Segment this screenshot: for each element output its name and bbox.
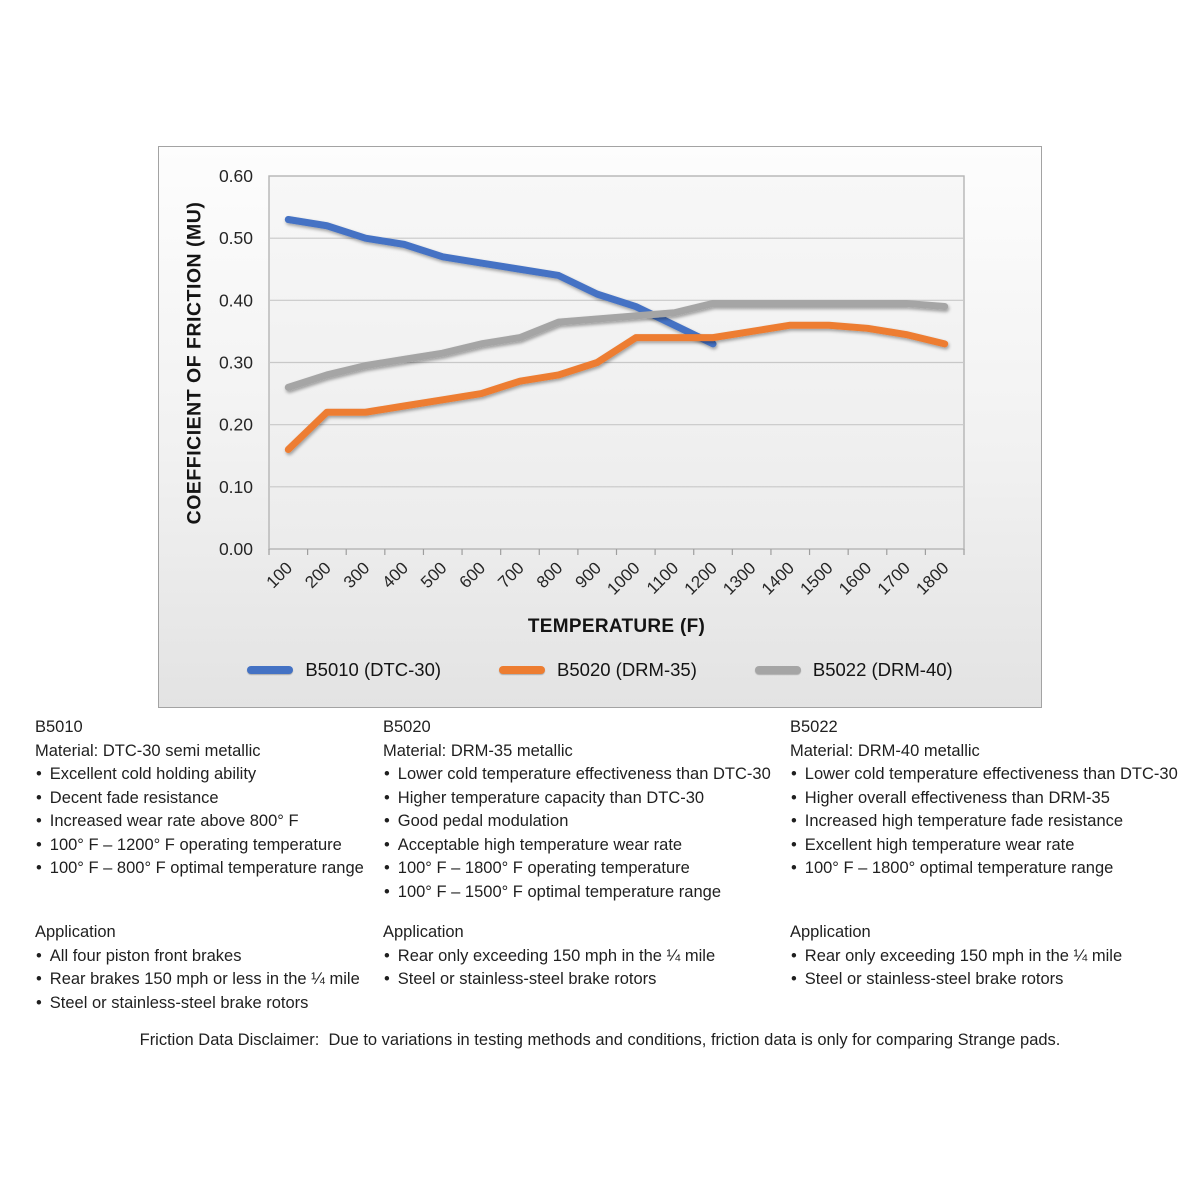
series-line-b5022: [284, 299, 949, 391]
x-tick-label: 300: [340, 558, 373, 591]
friction-data-disclaimer: Friction Data Disclaimer: Due to variati…: [139, 1031, 1061, 1049]
application-item: Rear brakes 150 mph or less in the ¼ mil…: [35, 968, 380, 992]
y-tick-label: 0.20: [219, 415, 253, 435]
feature-item: Lower cold temperature effectiveness tha…: [383, 763, 785, 787]
application-item: All four piston front brakes: [35, 945, 380, 969]
pad-feature-list: Lower cold temperature effectiveness tha…: [790, 763, 1196, 921]
x-tick-label: 1400: [758, 558, 798, 598]
pad-application-list: Rear only exceeding 150 mph in the ¼ mil…: [790, 945, 1196, 992]
feature-item: Increased high temperature fade resistan…: [790, 810, 1196, 834]
feature-item: 100° F – 1200° F operating temperature: [35, 834, 380, 858]
application-title: Application: [383, 923, 464, 941]
y-tick-label: 0.60: [219, 166, 253, 186]
legend-label: B5022 (DRM-40): [812, 659, 953, 680]
feature-item: 100° F – 800° F optimal temperature rang…: [35, 857, 380, 881]
legend-line-swatch: [754, 666, 801, 674]
x-tick-label: 1800: [912, 558, 952, 598]
pad-id: B5022: [790, 718, 838, 736]
legend-label: B5010 (DTC-30): [305, 659, 442, 680]
x-tick-label: 200: [301, 558, 334, 591]
x-tick-label: 500: [417, 558, 450, 591]
pad-id: B5020: [383, 718, 431, 736]
application-item: Steel or stainless-steel brake rotors: [35, 992, 380, 1016]
pad-material: Material: DRM-40 metallic: [790, 741, 980, 760]
feature-item: Higher temperature capacity than DTC-30: [383, 787, 785, 811]
x-tick-label: 1500: [797, 558, 837, 598]
series-line-b5010: [284, 216, 717, 348]
x-axis-title: TEMPERATURE (F): [527, 616, 706, 637]
pad-spec-column: B5020 Material: DRM-35 metallic Lower co…: [383, 716, 785, 992]
pad-spec-column: B5022 Material: DRM-40 metallic Lower co…: [790, 716, 1196, 992]
feature-item: Lower cold temperature effectiveness tha…: [790, 763, 1196, 787]
application-item: Steel or stainless-steel brake rotors: [383, 968, 785, 992]
pad-id: B5010: [35, 718, 83, 736]
feature-item: Higher overall effectiveness than DRM-35: [790, 787, 1196, 811]
series-line-b5020: [284, 321, 949, 454]
pad-spec-column: B5010 Material: DTC-30 semi metallic Exc…: [35, 716, 380, 1015]
feature-item: Good pedal modulation: [383, 810, 785, 834]
x-tick-label: 1100: [643, 558, 682, 597]
pad-material: Material: DRM-35 metallic: [383, 741, 573, 760]
line-chart-canvas: 0.60 0.50 0.40 0.30 0.20 0.10 0.00 100 200 300 400…: [219, 166, 965, 599]
legend-label: B5020 (DRM-35): [557, 659, 697, 680]
x-tick-label: 400: [378, 558, 411, 591]
pad-feature-list: Excellent cold holding abilityDecent fad…: [35, 763, 380, 921]
x-tick-label: 700: [494, 558, 527, 591]
legend-item: B5010 (DTC-30): [247, 659, 441, 681]
pad-application-list: Rear only exceeding 150 mph in the ¼ mil…: [383, 945, 785, 992]
application-title: Application: [35, 923, 116, 941]
application-item: Rear only exceeding 150 mph in the ¼ mil…: [790, 945, 1196, 969]
legend-line-swatch: [247, 666, 294, 674]
application-item: Steel or stainless-steel brake rotors: [790, 968, 1196, 992]
x-tick-label: 1300: [719, 558, 759, 598]
feature-item: Decent fade resistance: [35, 787, 380, 811]
x-tick-label: 1000: [603, 558, 643, 598]
x-tick-label: 800: [533, 558, 566, 591]
feature-item: 100° F – 1800° F operating temperature: [383, 857, 785, 881]
legend-line-swatch: [499, 666, 546, 674]
feature-item: Acceptable high temperature wear rate: [383, 834, 785, 858]
y-tick-label: 0.10: [219, 477, 253, 497]
y-tick-label: 0.40: [219, 290, 253, 310]
feature-item: Excellent cold holding ability: [35, 763, 380, 787]
y-tick-label: 0.30: [219, 353, 253, 373]
x-tick-label: 600: [456, 558, 489, 591]
y-tick-label: 0.00: [219, 539, 253, 559]
legend-item: B5020 (DRM-35): [499, 659, 697, 681]
application-item: Rear only exceeding 150 mph in the ¼ mil…: [383, 945, 785, 969]
pad-feature-list: Lower cold temperature effectiveness tha…: [383, 763, 785, 921]
feature-item: 100° F – 1500° F optimal temperature ran…: [383, 881, 785, 905]
pad-material: Material: DTC-30 semi metallic: [35, 741, 261, 760]
x-tick-label: 900: [572, 558, 605, 591]
x-tick-label: 1200: [681, 558, 721, 598]
y-axis-title: COEFFICIENT OF FRICTION (MU): [183, 201, 206, 525]
x-tick-label: 1600: [835, 558, 875, 598]
chart-legend: B5010 (DTC-30) B5020 (DRM-35) B5022 (DRM…: [159, 659, 1041, 681]
application-title: Application: [790, 923, 871, 941]
x-tick-label: 100: [263, 558, 296, 591]
feature-item: Excellent high temperature wear rate: [790, 834, 1196, 858]
legend-item: B5022 (DRM-40): [754, 659, 953, 681]
feature-item: 100° F – 1800° optimal temperature range: [790, 857, 1196, 881]
pad-application-list: All four piston front brakesRear brakes …: [35, 945, 380, 1016]
friction-chart: 0.60 0.50 0.40 0.30 0.20 0.10 0.00 100 200 300 400…: [158, 146, 1042, 708]
y-tick-label: 0.50: [219, 228, 253, 248]
x-tick-label: 1700: [874, 558, 914, 598]
feature-item: Increased wear rate above 800° F: [35, 810, 380, 834]
